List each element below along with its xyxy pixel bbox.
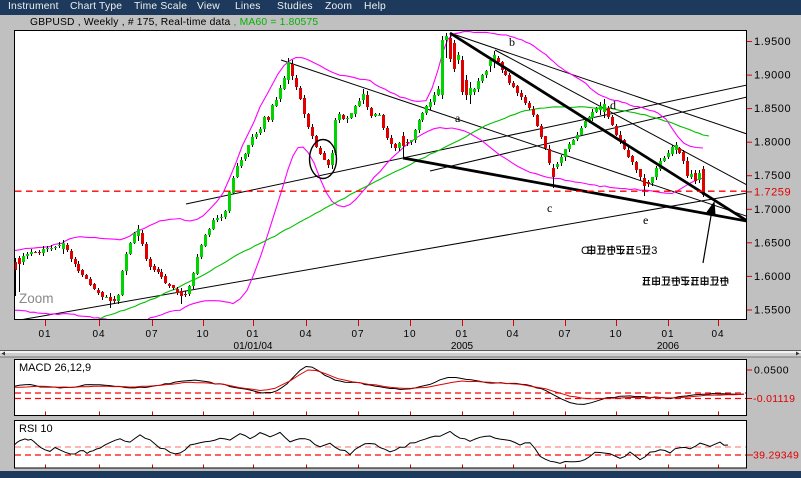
svg-text:c: c [547, 201, 552, 215]
svg-text:1.5500: 1.5500 [754, 305, 791, 317]
svg-text:RSI 10: RSI 10 [19, 423, 53, 435]
svg-text:07: 07 [351, 329, 364, 340]
svg-text:5: 5 [636, 245, 642, 257]
svg-text:a: a [455, 111, 461, 125]
svg-text:Zoom: Zoom [19, 291, 54, 306]
svg-text:04: 04 [92, 329, 105, 340]
svg-text:04: 04 [506, 329, 519, 340]
svg-text:39.29349: 39.29349 [753, 450, 799, 462]
svg-text:07: 07 [145, 329, 158, 340]
svg-text:MACD 26,12,9: MACD 26,12,9 [19, 362, 91, 374]
svg-text:3: 3 [651, 245, 657, 257]
svg-text:-0.01119: -0.01119 [753, 393, 795, 405]
svg-text:0.0500: 0.0500 [754, 365, 789, 377]
svg-text:2005: 2005 [451, 341, 474, 352]
svg-text:C: C [581, 245, 589, 257]
svg-text:07: 07 [558, 329, 571, 340]
svg-text:01: 01 [38, 329, 51, 340]
svg-text:1.8500: 1.8500 [754, 103, 791, 115]
svg-text:01: 01 [246, 329, 259, 340]
svg-text:1.8000: 1.8000 [754, 137, 791, 149]
svg-text:2006: 2006 [657, 341, 680, 352]
svg-text:1.7259: 1.7259 [754, 186, 791, 198]
svg-text:e: e [643, 213, 648, 227]
svg-text:10: 10 [609, 329, 622, 340]
svg-text:1.9000: 1.9000 [754, 70, 791, 82]
svg-text:1.6000: 1.6000 [754, 271, 791, 283]
svg-text:1.6500: 1.6500 [754, 237, 791, 249]
svg-text:d: d [610, 98, 616, 112]
svg-text:1.7500: 1.7500 [754, 170, 791, 182]
svg-text:b: b [509, 35, 515, 49]
svg-text:01: 01 [661, 329, 674, 340]
svg-text:01/01/04: 01/01/04 [234, 341, 273, 352]
svg-text:10: 10 [196, 329, 209, 340]
svg-text:1.9500: 1.9500 [754, 36, 791, 48]
svg-text:04: 04 [299, 329, 312, 340]
svg-text:10: 10 [403, 329, 416, 340]
svg-text:04: 04 [711, 329, 724, 340]
svg-text:01: 01 [455, 329, 468, 340]
svg-text:1.7000: 1.7000 [754, 204, 791, 216]
